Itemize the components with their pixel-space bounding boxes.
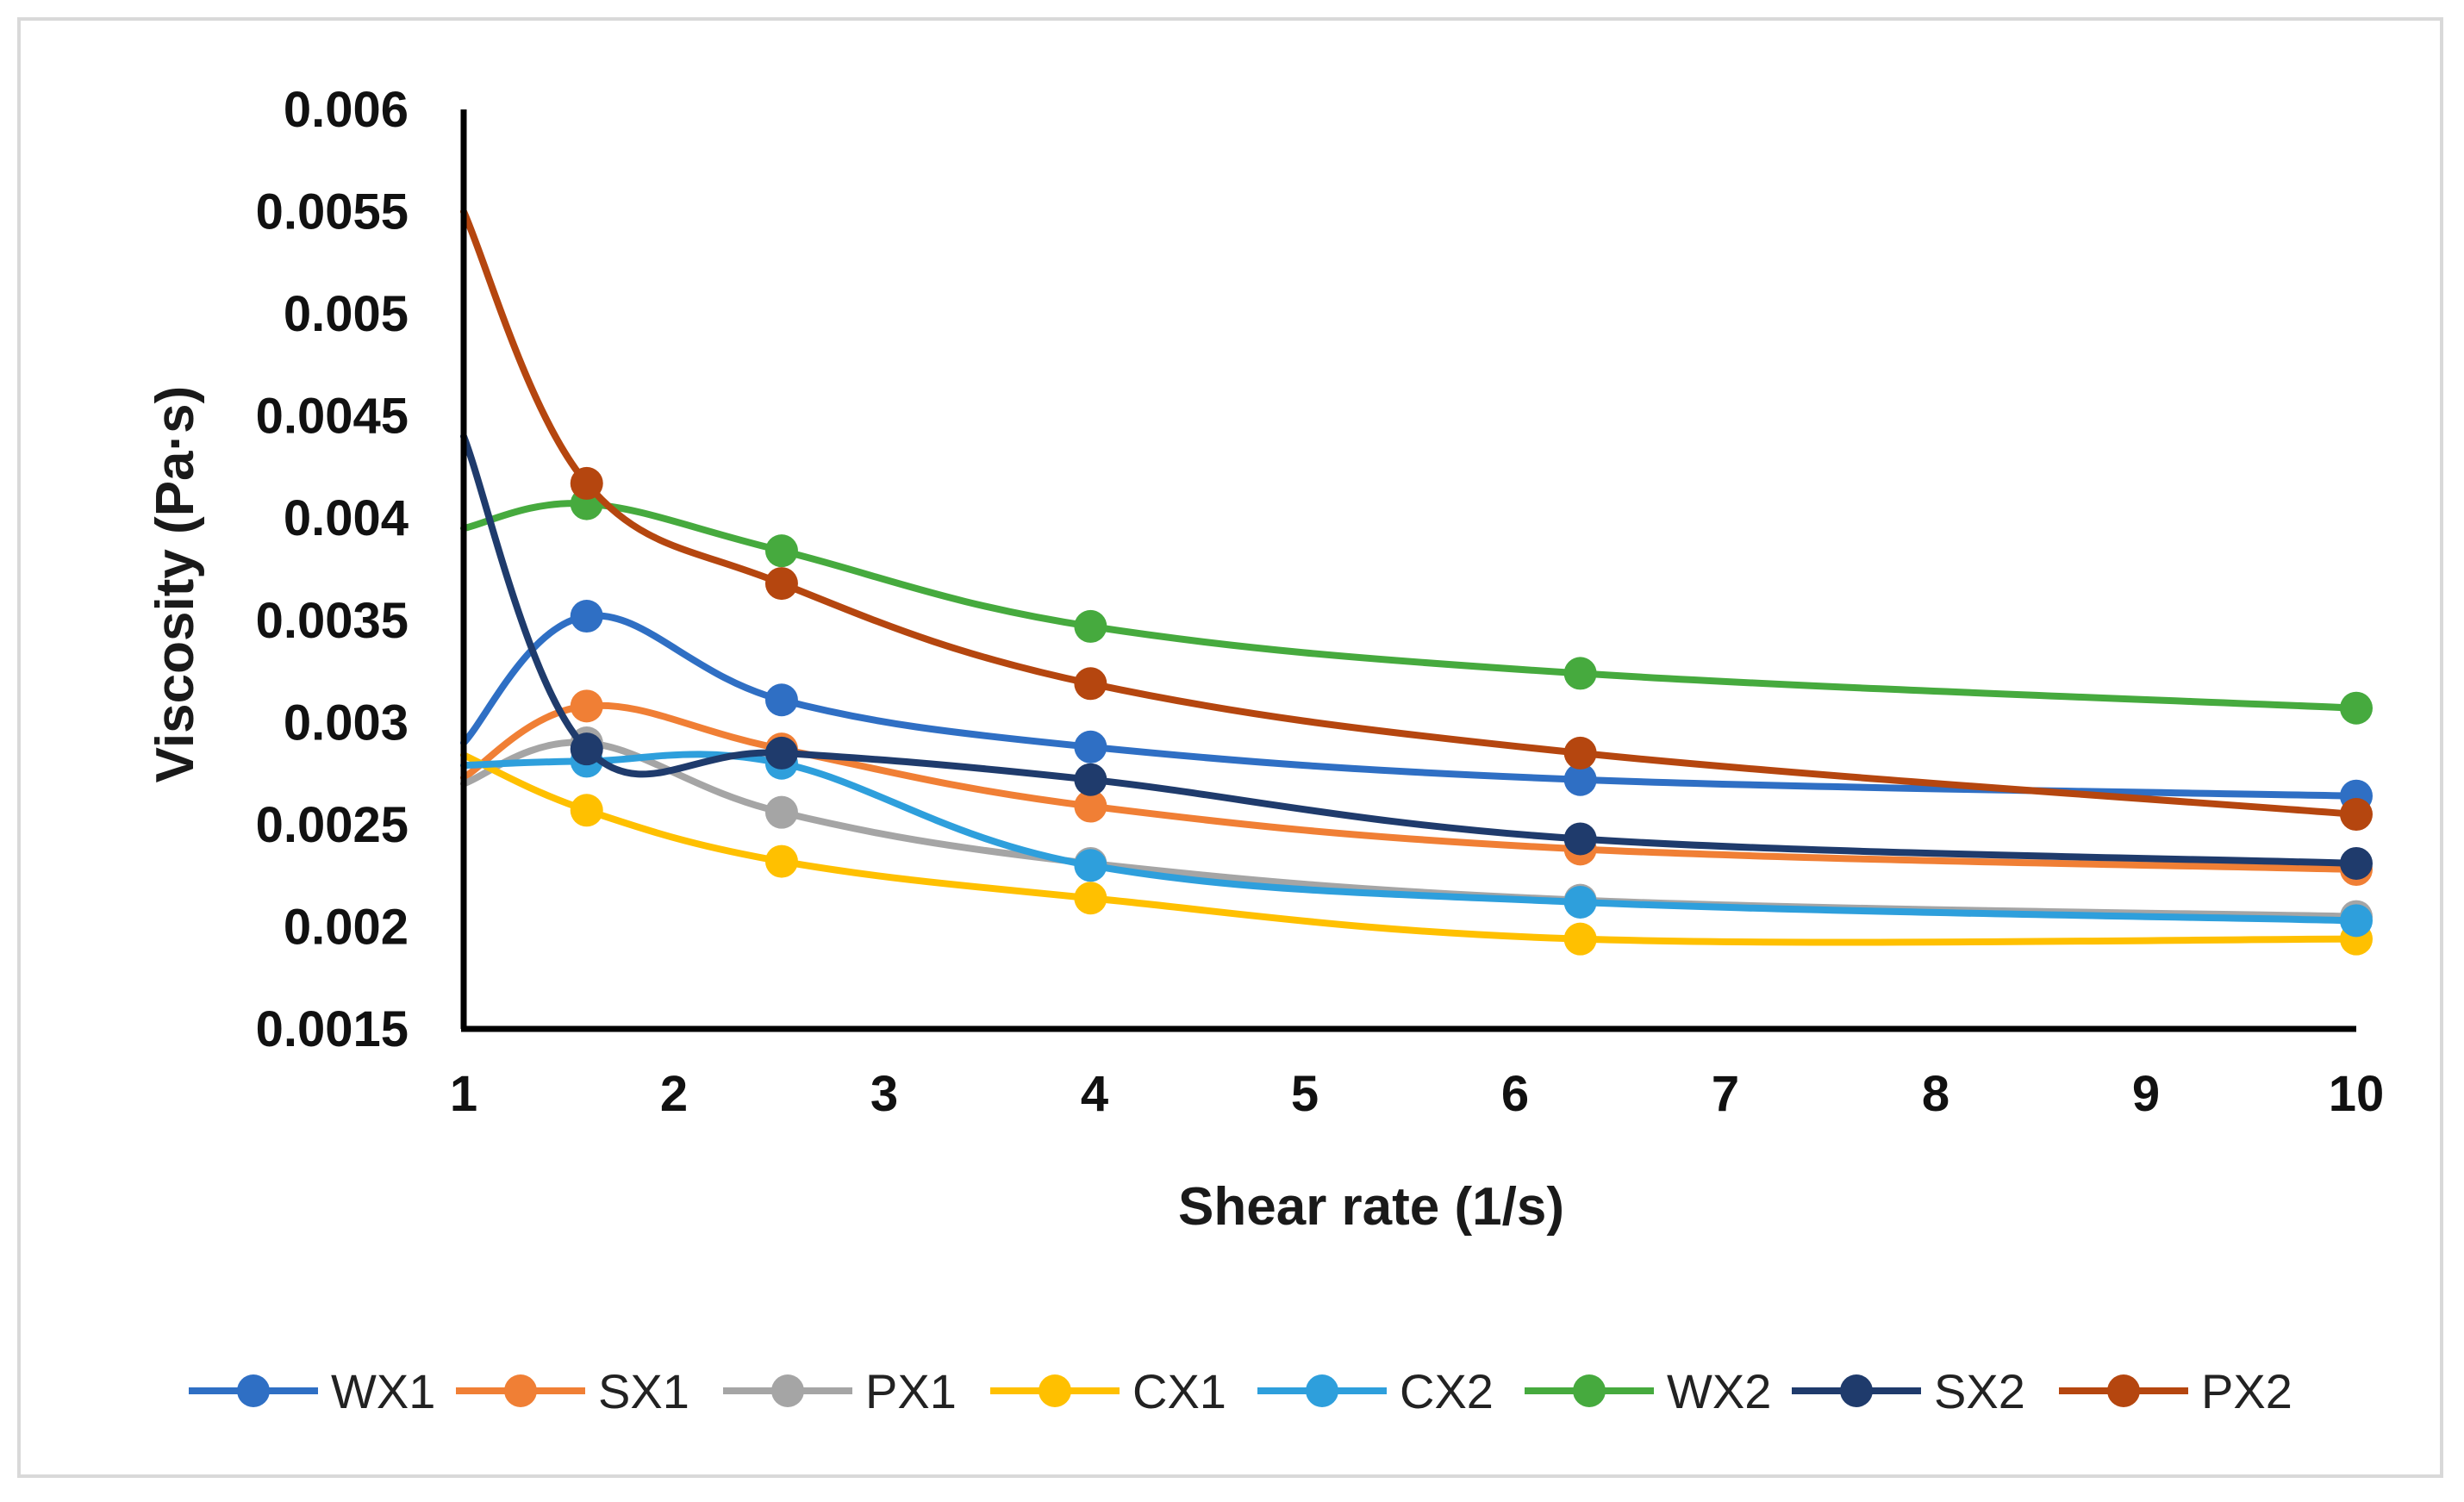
x-tick-label: 1 — [450, 1066, 477, 1122]
data-point-px2 — [764, 567, 798, 601]
x-tick-label: 2 — [660, 1066, 688, 1122]
data-point-wx1 — [570, 600, 603, 633]
data-point-wx2 — [1563, 657, 1597, 690]
series-wx1 — [460, 600, 2373, 813]
series-line-cx1 — [460, 751, 2360, 946]
x-axis-title: Shear rate (1/s) — [1178, 1177, 1564, 1237]
data-point-sx2 — [2340, 846, 2373, 880]
x-tick-label: 4 — [1081, 1066, 1108, 1122]
viscosity-line-chart: 0.006 0.0055 0.005 0.0045 0.004 0.0035 0.003 0.… — [146, 82, 2384, 1418]
series-sx2 — [460, 433, 2373, 880]
x-tick-label: 6 — [1501, 1066, 1529, 1122]
x-tick-labels: 1 2 3 4 5 6 7 8 9 10 — [450, 1066, 2384, 1122]
series-line-sx2 — [460, 433, 2360, 867]
series-px2 — [460, 208, 2373, 832]
legend-item-wx1: WX1 — [189, 1364, 435, 1418]
y-tick-label: 0.0025 — [256, 797, 409, 853]
legend-item-px1: PX1 — [723, 1364, 957, 1418]
data-point-cx1 — [1563, 922, 1597, 956]
y-tick-label: 0.005 — [284, 286, 409, 342]
data-point-cx1 — [764, 844, 798, 878]
legend: WX1 SX1 PX1 CX1 CX2 WX2 SX2 PX2 — [189, 1364, 2292, 1418]
legend-label: CX2 — [1400, 1364, 1494, 1418]
y-tick-label: 0.003 — [284, 695, 409, 751]
data-point-wx2 — [1074, 609, 1107, 643]
y-tick-labels: 0.006 0.0055 0.005 0.0045 0.004 0.0035 0.003 0.… — [256, 82, 409, 1057]
legend-marker — [1573, 1374, 1606, 1407]
x-tick-label: 10 — [2329, 1066, 2385, 1122]
y-tick-label: 0.0035 — [256, 593, 409, 649]
legend-item-px2: PX2 — [2059, 1364, 2292, 1418]
legend-marker — [237, 1374, 270, 1407]
legend-label: PX1 — [865, 1364, 957, 1418]
series-line-px2 — [460, 208, 2360, 819]
y-tick-label: 0.0055 — [256, 184, 409, 240]
legend-marker — [1306, 1374, 1338, 1407]
chart-frame: 0.006 0.0055 0.005 0.0045 0.004 0.0035 0.003 0.… — [17, 17, 2443, 1478]
legend-label: WX2 — [1667, 1364, 1771, 1418]
x-tick-label: 8 — [1922, 1066, 1949, 1122]
data-point-sx1 — [570, 689, 603, 723]
legend-label: CX1 — [1132, 1364, 1226, 1418]
y-tick-label: 0.0045 — [256, 389, 409, 445]
data-point-cx1 — [570, 794, 603, 827]
data-point-sx2 — [764, 736, 798, 770]
data-point-cx2 — [1074, 849, 1107, 882]
data-point-wx2 — [2340, 691, 2373, 725]
series-line-sx1 — [460, 701, 2360, 874]
data-point-wx1 — [1563, 763, 1597, 796]
legend-marker — [2107, 1374, 2140, 1407]
data-point-px2 — [570, 466, 603, 500]
legend-item-sx1: SX1 — [456, 1364, 689, 1418]
y-tick-label: 0.002 — [284, 899, 409, 955]
data-point-cx1 — [1074, 882, 1107, 915]
y-tick-label: 0.004 — [284, 490, 409, 546]
y-tick-label: 0.0015 — [256, 1001, 409, 1057]
x-tick-label: 3 — [870, 1066, 898, 1122]
axes-layer — [460, 109, 2356, 1032]
legend-marker — [1840, 1374, 1873, 1407]
data-point-sx2 — [1563, 822, 1597, 856]
data-point-wx1 — [764, 683, 798, 717]
series-wx2 — [460, 487, 2373, 725]
data-point-px2 — [2340, 798, 2373, 832]
data-point-px2 — [1563, 736, 1597, 770]
legend-marker — [504, 1374, 537, 1407]
data-point-px2 — [1074, 667, 1107, 701]
legend-item-cx1: CX1 — [990, 1364, 1226, 1418]
data-point-cx2 — [2340, 904, 2373, 938]
legend-label: WX1 — [331, 1364, 435, 1418]
data-point-px1 — [764, 795, 798, 829]
data-point-cx2 — [1563, 885, 1597, 919]
x-tick-label: 9 — [2132, 1066, 2160, 1122]
legend-label: SX2 — [1934, 1364, 2025, 1418]
data-point-wx1 — [1074, 730, 1107, 763]
legend-label: PX2 — [2201, 1364, 2292, 1418]
y-tick-label: 0.006 — [284, 82, 409, 138]
legend-item-sx2: SX2 — [1792, 1364, 2025, 1418]
legend-item-cx2: CX2 — [1257, 1364, 1494, 1418]
series-line-wx2 — [460, 500, 2360, 712]
legend-label: SX1 — [598, 1364, 689, 1418]
y-axis-title: Viscosity (Pa·s) — [146, 386, 205, 783]
data-point-wx2 — [764, 534, 798, 568]
data-point-sx2 — [570, 732, 603, 766]
series-layer — [460, 208, 2373, 956]
legend-marker — [1039, 1374, 1071, 1407]
series-line-wx1 — [460, 612, 2360, 800]
x-tick-label: 5 — [1291, 1066, 1319, 1122]
legend-marker — [771, 1374, 804, 1407]
x-tick-label: 7 — [1712, 1066, 1739, 1122]
legend-item-wx2: WX2 — [1525, 1364, 1771, 1418]
series-line-cx2 — [460, 751, 2360, 925]
data-point-sx2 — [1074, 763, 1107, 796]
data-point-sx1 — [1074, 789, 1107, 823]
